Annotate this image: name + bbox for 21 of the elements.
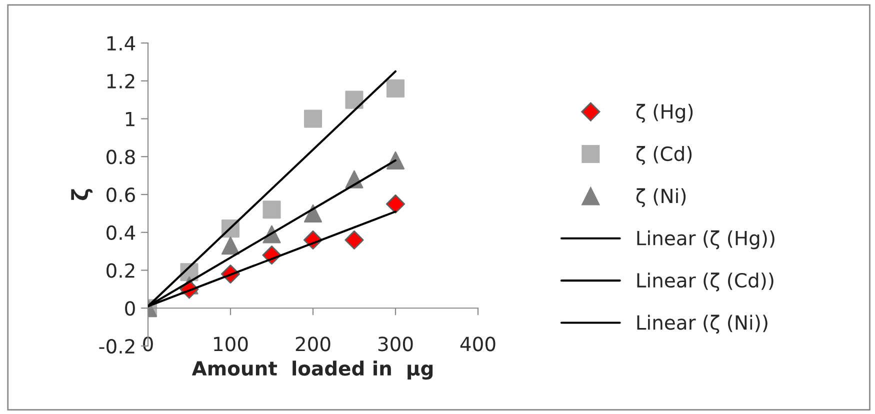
y-tick-label: 0.2 <box>106 263 134 278</box>
x-axis-title: Amount loaded in µg <box>192 360 433 380</box>
y-tick-label: 0.4 <box>106 225 136 240</box>
x-tick-label: 100 <box>214 336 248 352</box>
y-tick-label: 0.6 <box>106 187 135 202</box>
y-tick-label: 1 <box>126 112 134 126</box>
y-tick-label: 0.8 <box>106 150 135 164</box>
y-tick-label: -0.2 <box>99 338 134 354</box>
x-tick-label: 300 <box>378 336 413 352</box>
legend-label: ζ (Hg) <box>636 104 693 123</box>
legend-label: Linear (ζ (Cd)) <box>637 272 774 292</box>
x-tick-label: 400 <box>460 336 496 352</box>
y-axis-title: ζ <box>71 189 93 200</box>
x-tick-label: 200 <box>296 336 330 352</box>
legend-label: ζ (Ni) <box>636 188 686 208</box>
legend-label: Linear (ζ (Hg)) <box>637 230 774 250</box>
legend-label: Linear (ζ (Ni)) <box>637 314 768 334</box>
y-tick-label: 1.4 <box>107 36 136 50</box>
y-tick-label: 0 <box>125 301 135 316</box>
y-tick-label: 1.2 <box>107 74 134 88</box>
legend-label: ζ (Cd) <box>636 146 692 165</box>
